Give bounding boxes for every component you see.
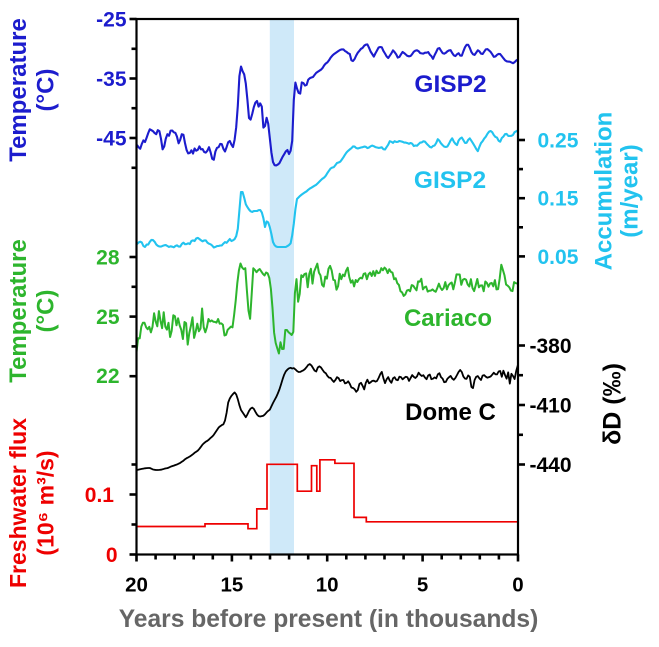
svg-text:GISP2: GISP2: [414, 71, 486, 98]
svg-text:0: 0: [512, 574, 523, 597]
svg-text:GISP2: GISP2: [414, 167, 486, 194]
svg-text:15: 15: [220, 574, 243, 597]
svg-text:22: 22: [96, 365, 119, 388]
svg-text:-35: -35: [96, 68, 127, 91]
svg-text:(°C): (°C): [33, 290, 60, 333]
svg-text:Dome C: Dome C: [405, 399, 496, 426]
svg-text:0.05: 0.05: [538, 246, 579, 269]
svg-text:(m/year): (m/year): [616, 144, 643, 237]
svg-text:Freshwater flux: Freshwater flux: [5, 418, 31, 588]
svg-text:-25: -25: [96, 9, 127, 32]
svg-text:Cariaco: Cariaco: [404, 305, 492, 332]
svg-text:-380: -380: [530, 335, 572, 358]
svg-text:Accumulation: Accumulation: [590, 112, 617, 271]
svg-text:-45: -45: [96, 128, 127, 151]
svg-text:Temperature: Temperature: [5, 239, 32, 383]
svg-text:Years before present (in thous: Years before present (in thousands): [119, 606, 539, 633]
svg-text:δD (‰): δD (‰): [599, 363, 627, 445]
svg-text:0: 0: [106, 544, 118, 567]
svg-text:0.25: 0.25: [538, 130, 579, 153]
svg-text:5: 5: [417, 574, 428, 597]
svg-text:-410: -410: [530, 395, 572, 418]
svg-text:20: 20: [125, 574, 148, 597]
svg-text:10: 10: [316, 574, 339, 597]
svg-text:(°C): (°C): [33, 69, 60, 112]
svg-text:28: 28: [96, 247, 120, 270]
svg-text:25: 25: [96, 306, 120, 329]
svg-text:-440: -440: [530, 454, 572, 477]
svg-text:0.15: 0.15: [538, 188, 579, 211]
svg-text:(10⁶ m³/s): (10⁶ m³/s): [32, 450, 58, 555]
svg-text:Temperature: Temperature: [5, 18, 32, 162]
svg-text:0.1: 0.1: [85, 484, 115, 507]
